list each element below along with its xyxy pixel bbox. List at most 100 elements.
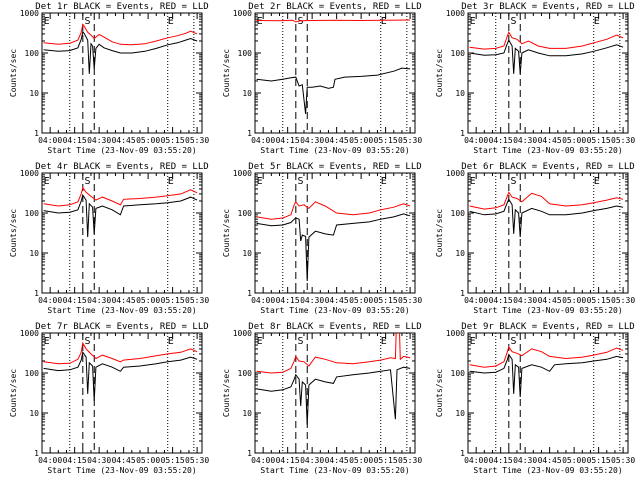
x-tick-label: 04:45 <box>538 456 562 465</box>
plot-frame <box>41 332 203 454</box>
interval-marker: E <box>470 176 476 187</box>
y-tick-label: 1 <box>247 449 252 458</box>
interval-marker: S <box>84 336 90 347</box>
y-tick-label: 100 <box>451 49 466 58</box>
interval-marker: E <box>381 176 387 187</box>
panel-2: Det 2r BLACK = Events, RED = LLD 1 10 100 10… <box>222 2 422 155</box>
y-tick-label: 10 <box>29 249 39 258</box>
x-tick-label: 04:30 <box>513 296 537 305</box>
panel-title: Det 8r BLACK = Events, RED = LLD <box>248 322 421 332</box>
x-tick-label: 05:30 <box>398 136 422 145</box>
x-tick-label: 05:00 <box>562 296 586 305</box>
interval-marker: S <box>297 16 303 27</box>
y-tick-label: 1 <box>460 129 465 138</box>
x-tick-label: 04:30 <box>300 136 324 145</box>
y-tick-label: 10 <box>242 249 252 258</box>
lld-series-line <box>43 341 198 365</box>
lld-series-line <box>469 191 624 210</box>
y-tick-label: 100 <box>25 369 40 378</box>
x-tick-label: 04:15 <box>489 296 513 305</box>
x-axis-label: Start Time (23-Nov-09 03:55:20) <box>47 306 196 315</box>
x-tick-label: 04:00 <box>464 456 488 465</box>
events-series-line <box>43 193 198 238</box>
x-tick-label: 05:00 <box>349 136 373 145</box>
panel-9: Det 9r BLACK = Events, RED = LLD 1 10 100 10… <box>435 322 635 475</box>
y-tick-label: 1000 <box>233 329 252 338</box>
x-axis-label: Start Time (23-Nov-09 03:55:20) <box>47 466 196 475</box>
plot-frame <box>467 12 629 134</box>
x-tick-label: 04:30 <box>300 456 324 465</box>
interval-marker: E <box>594 16 600 27</box>
panel-title: Det 7r BLACK = Events, RED = LLD <box>35 322 208 332</box>
x-tick-label: 05:30 <box>398 456 422 465</box>
plot-frame <box>254 172 416 294</box>
x-tick-label: 05:15 <box>374 136 398 145</box>
y-tick-label: 100 <box>238 49 253 58</box>
panel-4: Det 4r BLACK = Events, RED = LLD 1 10 100 10… <box>9 162 209 315</box>
interval-marker: E <box>44 176 50 187</box>
interval-marker: S <box>297 176 303 187</box>
y-tick-label: 10 <box>242 409 252 418</box>
y-tick-label: 1 <box>247 129 252 138</box>
interval-marker: E <box>168 336 174 347</box>
y-tick-label: 10 <box>29 89 39 98</box>
interval-marker: E <box>381 336 387 347</box>
y-tick-label: 1000 <box>20 9 39 18</box>
x-tick-label: 04:45 <box>325 296 349 305</box>
x-tick-label: 05:00 <box>136 296 160 305</box>
lld-series-line <box>256 200 411 220</box>
panel-6: Det 6r BLACK = Events, RED = LLD 1 10 100 10… <box>435 162 635 315</box>
interval-marker: E <box>594 336 600 347</box>
x-tick-label: 05:00 <box>562 136 586 145</box>
panel-title: Det 9r BLACK = Events, RED = LLD <box>461 322 634 332</box>
y-tick-label: 1 <box>460 289 465 298</box>
x-tick-label: 04:15 <box>489 136 513 145</box>
y-tick-label: 10 <box>242 89 252 98</box>
x-tick-label: 05:15 <box>587 456 611 465</box>
lld-series-line <box>256 19 411 23</box>
x-tick-label: 04:00 <box>464 136 488 145</box>
x-tick-label: 05:30 <box>185 136 209 145</box>
x-tick-label: 05:15 <box>161 456 185 465</box>
panel-title: Det 3r BLACK = Events, RED = LLD <box>461 2 634 12</box>
y-tick-label: 1000 <box>446 9 465 18</box>
x-tick-label: 05:15 <box>374 456 398 465</box>
x-axis-label: Start Time (23-Nov-09 03:55:20) <box>473 466 622 475</box>
interval-marker: E <box>257 176 263 187</box>
plot-frame <box>41 12 203 134</box>
y-axis-label: Counts/sec <box>222 49 231 97</box>
x-axis-label: Start Time (23-Nov-09 03:55:20) <box>47 146 196 155</box>
interval-marker: E <box>594 176 600 187</box>
y-axis-label: Counts/sec <box>435 49 444 97</box>
panel-title: Det 1r BLACK = Events, RED = LLD <box>35 2 208 12</box>
y-axis-label: Counts/sec <box>9 209 18 257</box>
x-tick-label: 05:15 <box>374 296 398 305</box>
interval-marker: E <box>44 336 50 347</box>
interval-marker: E <box>257 336 263 347</box>
x-tick-label: 04:15 <box>63 296 87 305</box>
x-axis-label: Start Time (23-Nov-09 03:55:20) <box>260 146 409 155</box>
x-tick-label: 04:30 <box>87 456 111 465</box>
x-tick-label: 04:45 <box>538 296 562 305</box>
lld-series-line <box>43 186 198 207</box>
events-series-line <box>256 67 411 114</box>
lld-series-line <box>43 23 198 46</box>
panel-title: Det 2r BLACK = Events, RED = LLD <box>248 2 421 12</box>
interval-marker: E <box>168 176 174 187</box>
panel-1: Det 1r BLACK = Events, RED = LLD 1 10 100 10… <box>9 2 209 155</box>
x-tick-label: 04:15 <box>276 296 300 305</box>
x-axis-label: Start Time (23-Nov-09 03:55:20) <box>260 306 409 315</box>
y-axis-label: Counts/sec <box>9 49 18 97</box>
x-tick-label: 04:45 <box>112 136 136 145</box>
x-tick-label: 05:30 <box>611 456 635 465</box>
y-tick-label: 1 <box>460 449 465 458</box>
interval-marker: S <box>297 336 303 347</box>
y-tick-label: 1000 <box>233 169 252 178</box>
lld-series-line <box>469 345 624 368</box>
y-tick-label: 10 <box>455 409 465 418</box>
x-tick-label: 04:15 <box>276 136 300 145</box>
panel-title: Det 5r BLACK = Events, RED = LLD <box>248 162 421 172</box>
y-tick-label: 1000 <box>233 9 252 18</box>
lld-series-line <box>469 31 624 50</box>
